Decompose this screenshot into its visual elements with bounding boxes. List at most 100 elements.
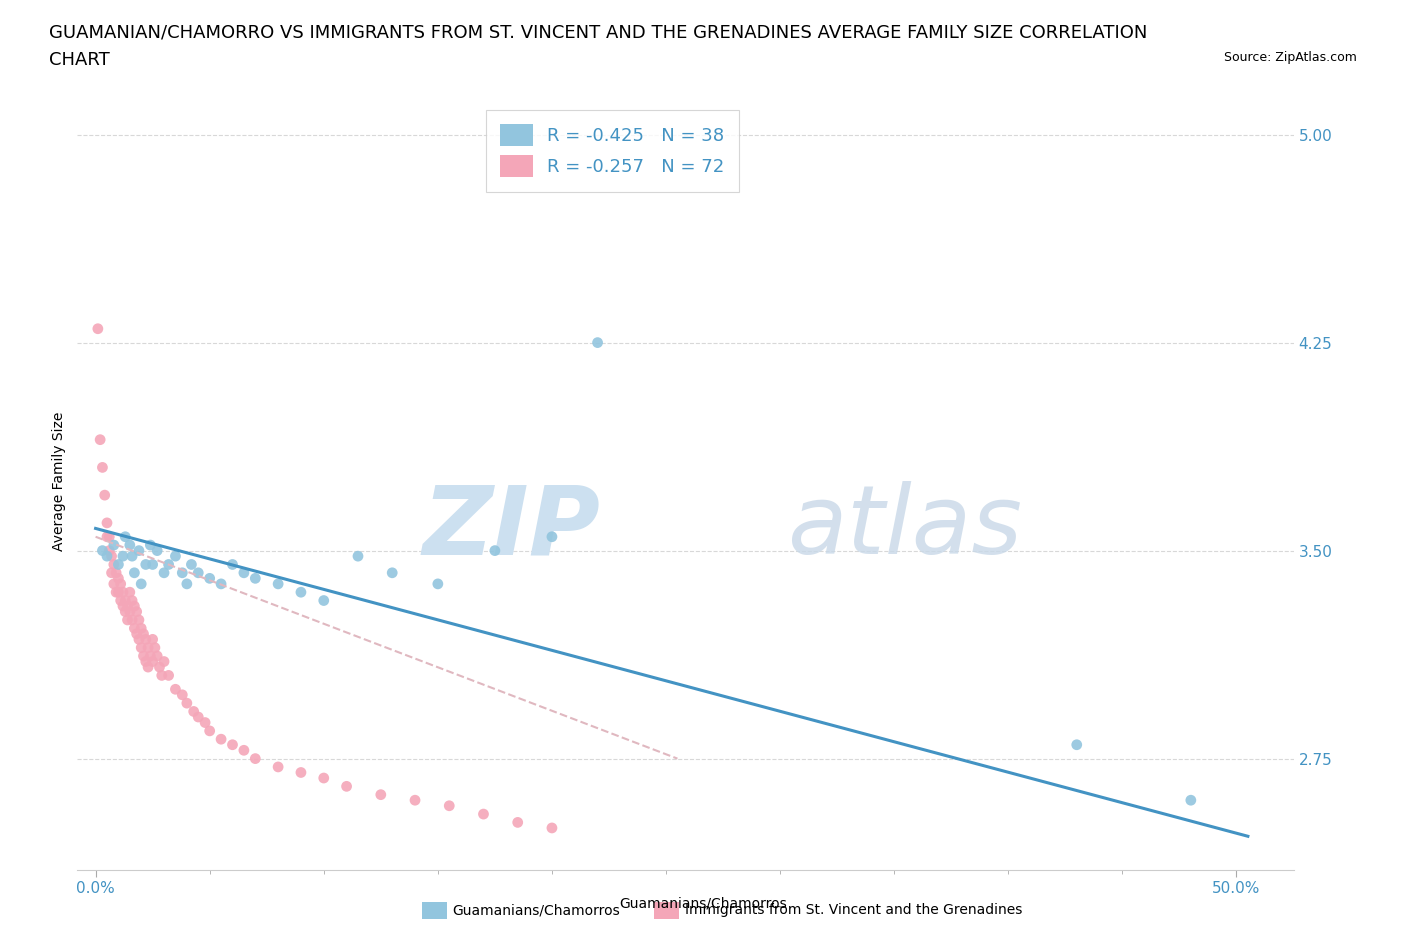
Point (96, 549, 118, 564)
Point (381, 565, 404, 580)
Point (245, 571, 267, 586)
Point (165, 549, 187, 564)
Point (146, 648, 169, 663)
Point (506, 815, 529, 830)
Point (105, 585, 128, 600)
Point (370, 787, 392, 802)
Point (484, 543, 506, 558)
Point (148, 659, 170, 674)
Point (187, 565, 209, 580)
Point (194, 715, 217, 730)
Text: CHART: CHART (49, 51, 110, 69)
Point (135, 654, 157, 669)
Text: Guamanians/Chamorros: Guamanians/Chamorros (453, 903, 620, 918)
Point (117, 613, 139, 628)
Point (586, 335, 609, 350)
Point (107, 557, 129, 572)
Point (146, 543, 169, 558)
Point (139, 538, 162, 552)
Point (153, 565, 176, 580)
Text: ZIP: ZIP (422, 482, 600, 575)
Y-axis label: Average Family Size: Average Family Size (52, 412, 66, 551)
Point (91, 460, 114, 475)
Point (232, 565, 254, 580)
Point (267, 760, 290, 775)
Point (312, 593, 335, 608)
Point (111, 599, 134, 614)
Point (290, 765, 312, 780)
Point (89, 432, 111, 447)
Legend: R = -0.425   N = 38, R = -0.257   N = 72: R = -0.425 N = 38, R = -0.257 N = 72 (486, 110, 740, 192)
Point (139, 648, 162, 663)
Point (105, 565, 128, 580)
Point (132, 648, 155, 663)
Point (142, 631, 165, 646)
Point (128, 613, 150, 628)
Text: atlas: atlas (787, 482, 1022, 575)
Point (180, 557, 202, 572)
Point (150, 668, 173, 683)
Point (118, 538, 141, 552)
Point (96, 529, 118, 544)
Point (347, 549, 370, 564)
Point (129, 577, 152, 591)
Point (107, 571, 129, 586)
Point (142, 557, 165, 572)
Point (121, 613, 143, 628)
Point (128, 631, 150, 646)
Text: Immigrants from St. Vincent and the Grenadines: Immigrants from St. Vincent and the Gren… (685, 903, 1022, 918)
Point (221, 737, 243, 752)
Point (121, 549, 143, 564)
Point (165, 682, 187, 697)
Point (124, 565, 146, 580)
Point (153, 654, 176, 669)
Point (110, 577, 132, 591)
Point (157, 557, 180, 572)
Point (172, 687, 194, 702)
Text: Source: ZipAtlas.com: Source: ZipAtlas.com (1223, 51, 1357, 64)
Point (103, 538, 125, 552)
Point (176, 577, 198, 591)
Point (96, 515, 118, 530)
Point (91, 543, 114, 558)
Point (209, 577, 232, 591)
Point (142, 654, 165, 669)
Point (1180, 792, 1202, 807)
Point (245, 751, 267, 766)
Point (98, 529, 121, 544)
Point (129, 640, 152, 655)
Point (111, 549, 134, 564)
Point (118, 585, 141, 600)
Point (128, 543, 150, 558)
Point (135, 557, 157, 572)
Point (100, 565, 122, 580)
Point (100, 549, 122, 564)
Point (136, 640, 159, 655)
Text: Guamanians/Chamorros: Guamanians/Chamorros (619, 897, 787, 911)
Text: GUAMANIAN/CHAMORRO VS IMMIGRANTS FROM ST. VINCENT AND THE GRENADINES AVERAGE FAM: GUAMANIAN/CHAMORRO VS IMMIGRANTS FROM ST… (49, 23, 1147, 41)
Point (198, 571, 221, 586)
Point (472, 806, 495, 821)
Point (404, 792, 426, 807)
Point (267, 577, 290, 591)
Point (125, 627, 148, 642)
Point (290, 585, 312, 600)
Point (111, 585, 134, 600)
Point (198, 724, 221, 738)
Point (136, 659, 159, 674)
Point (541, 529, 564, 544)
Point (135, 631, 157, 646)
Point (336, 779, 359, 794)
Point (312, 771, 335, 786)
Point (187, 710, 209, 724)
Point (114, 593, 136, 608)
Point (209, 732, 232, 747)
Point (176, 696, 198, 711)
Point (110, 593, 132, 608)
Point (143, 640, 166, 655)
Point (114, 604, 136, 619)
Point (125, 604, 148, 619)
Point (87, 321, 110, 336)
Point (157, 668, 180, 683)
Point (121, 593, 143, 608)
